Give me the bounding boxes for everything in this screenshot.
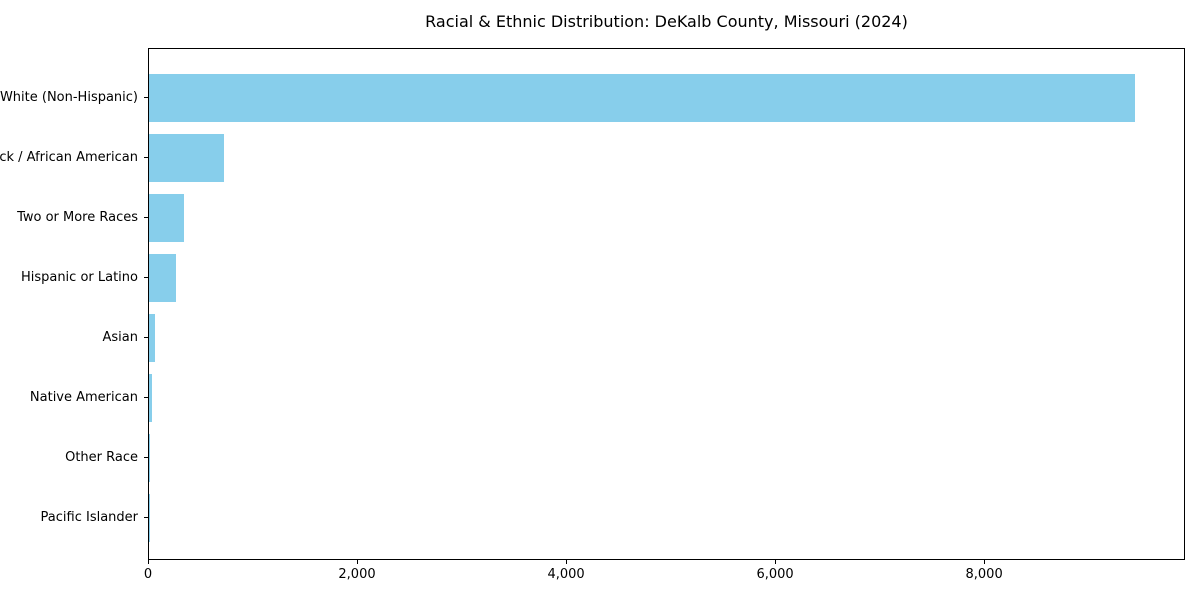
bar-asian [149,314,156,362]
bar-other-race [149,434,151,482]
y-tick-mark [144,397,148,398]
chart-title: Racial & Ethnic Distribution: DeKalb Cou… [425,12,908,31]
y-tick-label-other-race: Other Race [65,450,138,465]
y-tick-label-two-or-more-races: Two or More Races [17,210,138,225]
x-tick-label-6-000: 6,000 [756,567,794,582]
x-tick-mark [565,560,567,564]
y-tick-label-black-african-american: Black / African American [0,150,138,165]
y-tick-mark [144,217,148,218]
bar-row [149,368,1184,428]
y-tick-label-white-non-hispanic: White (Non-Hispanic) [0,90,138,105]
y-axis-labels: White (Non-Hispanic) Black / African Amer… [0,48,148,560]
x-axis: 0 2,000 4,000 6,000 8,000 [144,560,1185,592]
x-tick-label-0: 0 [143,567,153,582]
y-tick-label-native-american: Native American [29,390,138,405]
y-tick-mark [144,457,148,458]
x-tick-mark [356,560,358,564]
bar-row [149,488,1184,548]
y-tick-mark [144,517,148,518]
bar-white-non-hispanic [149,74,1135,122]
y-tick-mark [144,157,148,158]
y-tick-mark [144,277,148,278]
y-tick-label-hispanic-or-latino: Hispanic or Latino [20,270,138,285]
bar-row [149,128,1184,188]
y-tick-label-asian: Asian [102,330,138,345]
y-tick-mark [144,97,148,98]
plot-area [148,48,1185,560]
x-tick-mark [774,560,776,564]
y-tick-mark [144,337,148,338]
bar-native-american [149,374,152,422]
bar-black-african-american [149,134,224,182]
y-tick-label-pacific-islander: Pacific Islander [40,510,138,525]
x-tick-label-2-000: 2,000 [338,567,376,582]
x-tick-mark [147,560,149,564]
x-tick-label-8-000: 8,000 [965,567,1003,582]
bar-two-or-more-races [149,194,184,242]
x-tick-label-4-000: 4,000 [547,567,585,582]
bars-container [149,49,1184,559]
bar-row [149,68,1184,128]
x-tick-mark [983,560,985,564]
bar-row [149,308,1184,368]
bar-row [149,428,1184,488]
bar-hispanic-or-latino [149,254,177,302]
bar-row [149,188,1184,248]
bar-row [149,248,1184,308]
